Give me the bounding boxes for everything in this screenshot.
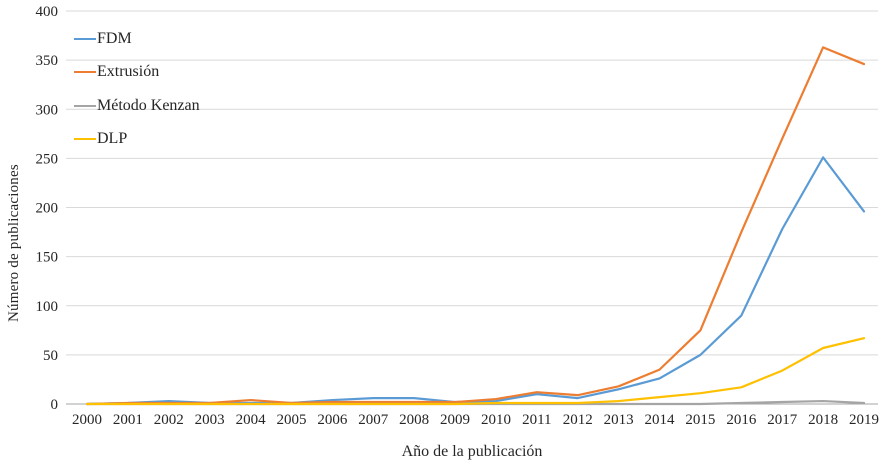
x-tick-label: 2002 xyxy=(154,412,184,428)
y-tick-label: 0 xyxy=(51,397,59,413)
x-tick-label: 2007 xyxy=(358,412,389,428)
x-tick-label: 2019 xyxy=(849,412,879,428)
x-tick-label: 2015 xyxy=(685,412,715,428)
x-axis-title: Año de la publicación xyxy=(401,443,543,460)
x-tick-label: 2004 xyxy=(236,412,267,428)
fdm-line-swatch-icon xyxy=(74,37,96,40)
metodo-kenzan-line-swatch-icon xyxy=(74,104,96,107)
x-tick-label: 2005 xyxy=(276,412,306,428)
x-tick-label: 2016 xyxy=(726,412,757,428)
dlp-line-swatch-icon xyxy=(74,138,96,141)
x-tick-label: 2017 xyxy=(767,412,798,428)
y-tick-label: 100 xyxy=(36,299,59,315)
series-line-fdm xyxy=(85,156,866,406)
y-tick-label: 200 xyxy=(36,201,59,217)
legend-item-fdm: FDM xyxy=(74,22,200,56)
y-axis-title: Número de publicaciones xyxy=(6,164,22,322)
legend-label: FDM xyxy=(97,29,132,47)
legend-label: DLP xyxy=(97,130,128,148)
chart-legend: FDM Extrusión Método Kenzan DLP xyxy=(74,22,200,156)
x-tick-label: 2012 xyxy=(563,412,593,428)
x-tick-label: 2009 xyxy=(440,412,470,428)
x-tick-label: 2003 xyxy=(195,412,225,428)
x-tick-label: 2011 xyxy=(522,412,551,428)
x-tick-label: 2018 xyxy=(808,412,838,428)
legend-item-dlp: DLP xyxy=(74,123,200,157)
legend-item-extrusion: Extrusión xyxy=(74,56,200,90)
y-tick-label: 150 xyxy=(36,250,59,266)
x-tick-label: 2001 xyxy=(113,412,143,428)
x-tick-label: 2010 xyxy=(481,412,511,428)
y-tick-label: 250 xyxy=(36,151,59,167)
legend-label: Extrusión xyxy=(97,63,160,81)
y-tick-label: 300 xyxy=(36,102,59,118)
series-line-dlp xyxy=(85,337,866,406)
legend-item-metodo-kenzan: Método Kenzan xyxy=(74,89,200,123)
series-line-extrusi-n xyxy=(85,46,866,406)
x-tick-label: 2008 xyxy=(399,412,429,428)
y-tick-label: 350 xyxy=(36,53,59,69)
legend-label: Método Kenzan xyxy=(97,96,200,114)
x-tick-label: 2006 xyxy=(317,412,348,428)
x-tick-label: 2014 xyxy=(645,412,676,428)
y-tick-label: 50 xyxy=(43,348,58,364)
y-tick-label: 400 xyxy=(36,4,59,20)
x-tick-label: 2000 xyxy=(72,412,102,428)
x-tick-label: 2013 xyxy=(604,412,634,428)
extrusion-line-swatch-icon xyxy=(74,71,96,74)
